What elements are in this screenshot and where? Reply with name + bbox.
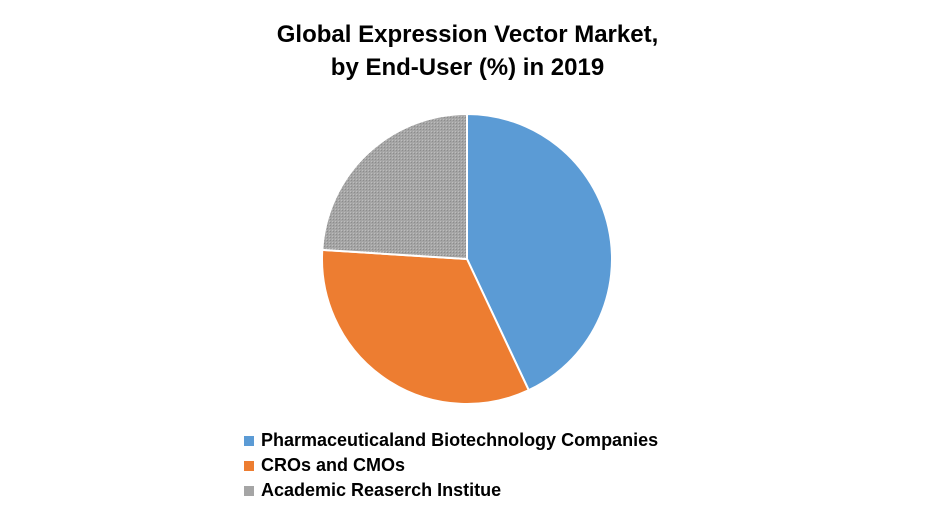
legend-label: Pharmaceuticaland Biotechnology Companie…: [261, 430, 659, 450]
chart-title-line-2: by End-User (%) in 2019: [330, 54, 605, 81]
pie-slice-academic: [321, 112, 468, 261]
legend-swatch: [244, 485, 254, 496]
chart-title-line-1: Global Expression Vector Market,: [276, 21, 659, 48]
legend-swatch: [244, 435, 254, 446]
legend-label: CROs and CMOs: [261, 455, 406, 475]
pie-slice-cros: [321, 248, 531, 405]
legend-item-academic: Academic Reaserch Institue: [244, 478, 658, 503]
legend: Pharmaceuticaland Biotechnology Companie…: [244, 428, 658, 503]
chart-title: Global Expression Vector Market, by End-…: [0, 18, 935, 84]
legend-item-cros: CROs and CMOs: [244, 453, 658, 478]
legend-item-pharma: Pharmaceuticaland Biotechnology Companie…: [244, 428, 658, 453]
legend-label: Academic Reaserch Institue: [261, 480, 502, 500]
legend-swatch: [244, 460, 254, 471]
pie-slice-pharma: [466, 112, 613, 392]
